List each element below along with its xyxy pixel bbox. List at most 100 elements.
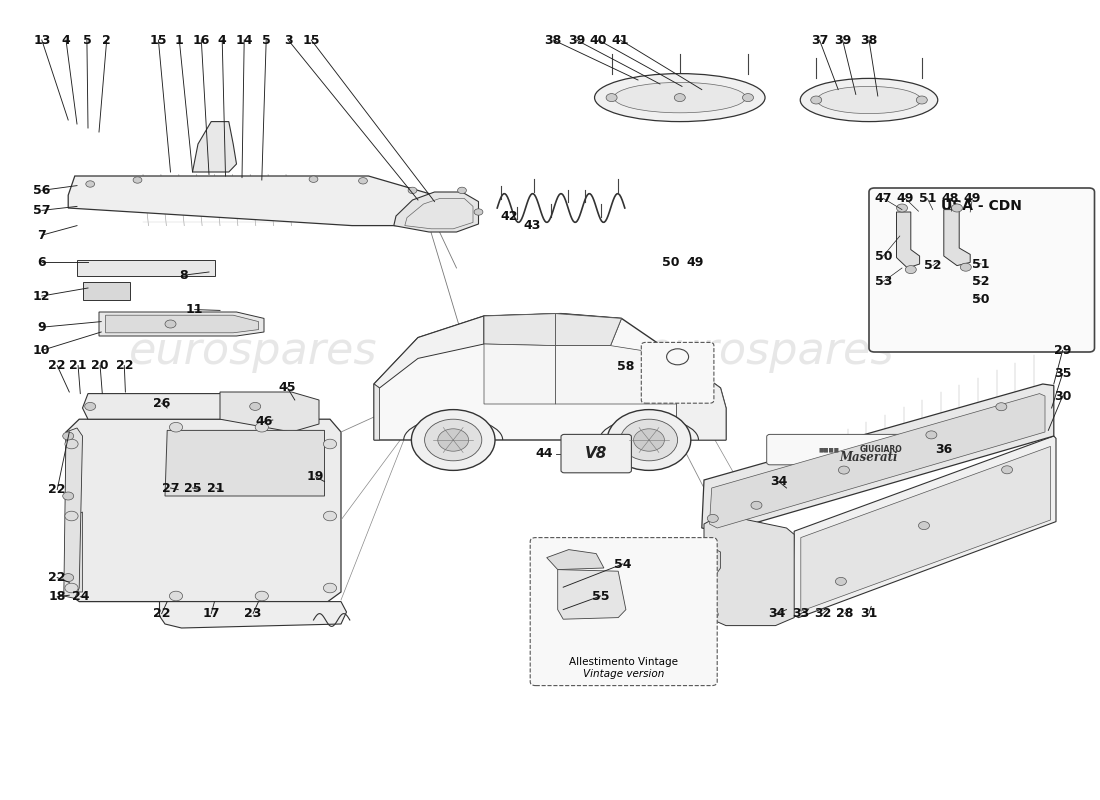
Circle shape (634, 429, 664, 451)
Text: Vintage version: Vintage version (583, 669, 664, 678)
Circle shape (835, 578, 846, 586)
Circle shape (408, 187, 417, 194)
Circle shape (169, 591, 183, 601)
Text: 12: 12 (33, 290, 51, 302)
Text: 43: 43 (524, 219, 541, 232)
Text: Allestimento Vintage: Allestimento Vintage (569, 657, 679, 666)
Polygon shape (558, 570, 626, 619)
Polygon shape (896, 212, 920, 268)
Text: 6: 6 (37, 256, 46, 269)
Text: 7: 7 (37, 229, 46, 242)
Circle shape (86, 181, 95, 187)
Text: 22: 22 (48, 483, 66, 496)
Text: 42: 42 (500, 210, 518, 222)
Text: 26: 26 (153, 397, 170, 410)
Polygon shape (556, 314, 622, 346)
Ellipse shape (816, 86, 922, 114)
Text: 4: 4 (218, 34, 227, 46)
Circle shape (63, 574, 74, 582)
Circle shape (65, 511, 78, 521)
Text: 46: 46 (255, 415, 273, 428)
Text: 50: 50 (662, 256, 680, 269)
Polygon shape (66, 419, 341, 602)
Circle shape (751, 502, 762, 510)
Text: 10: 10 (33, 344, 51, 357)
Ellipse shape (594, 74, 766, 122)
Polygon shape (484, 344, 556, 404)
Polygon shape (944, 210, 970, 266)
Text: 57: 57 (33, 204, 51, 217)
Text: 5: 5 (82, 34, 91, 46)
Text: 49: 49 (686, 256, 704, 269)
Text: 49: 49 (964, 192, 981, 205)
Text: 15: 15 (302, 34, 320, 46)
Circle shape (359, 178, 367, 184)
Polygon shape (484, 314, 622, 346)
FancyBboxPatch shape (869, 188, 1094, 352)
Polygon shape (99, 312, 264, 336)
Polygon shape (801, 446, 1050, 611)
Text: 16: 16 (192, 34, 210, 46)
Polygon shape (702, 384, 1054, 532)
Polygon shape (165, 430, 324, 496)
FancyBboxPatch shape (767, 434, 927, 465)
Text: 34: 34 (768, 607, 785, 620)
Text: 29: 29 (1054, 344, 1071, 357)
Polygon shape (374, 316, 484, 388)
Circle shape (606, 94, 617, 102)
Text: 13: 13 (33, 34, 51, 46)
Text: 18: 18 (48, 590, 66, 603)
Polygon shape (106, 315, 258, 333)
Text: 32: 32 (814, 607, 832, 620)
Circle shape (169, 422, 183, 432)
Text: 27: 27 (162, 482, 179, 494)
Text: 31: 31 (860, 607, 878, 620)
Circle shape (905, 266, 916, 274)
Polygon shape (374, 384, 379, 440)
Circle shape (474, 209, 483, 215)
Text: 55: 55 (592, 590, 609, 602)
Circle shape (742, 94, 754, 102)
Text: 21: 21 (69, 359, 87, 372)
Text: USA - CDN: USA - CDN (942, 199, 1022, 214)
Text: 36: 36 (935, 443, 953, 456)
Text: 35: 35 (1054, 367, 1071, 380)
Text: 11: 11 (186, 303, 204, 316)
Circle shape (133, 177, 142, 183)
Text: 53: 53 (874, 275, 892, 288)
Text: 58: 58 (617, 360, 635, 373)
Text: 21: 21 (207, 482, 224, 494)
Circle shape (438, 429, 469, 451)
Circle shape (255, 591, 268, 601)
Text: 37: 37 (811, 34, 828, 46)
Polygon shape (676, 356, 726, 440)
Text: 24: 24 (72, 590, 89, 603)
Ellipse shape (801, 78, 937, 122)
Polygon shape (484, 314, 556, 346)
Text: Maserati: Maserati (839, 451, 899, 464)
Polygon shape (374, 314, 726, 440)
Text: 3: 3 (284, 34, 293, 46)
Circle shape (165, 320, 176, 328)
Text: eurospares: eurospares (129, 330, 377, 374)
Polygon shape (64, 428, 82, 598)
Text: 38: 38 (544, 34, 562, 46)
Text: 56: 56 (33, 184, 51, 197)
Circle shape (811, 96, 822, 104)
Text: 41: 41 (612, 34, 629, 46)
Text: 20: 20 (91, 359, 109, 372)
Text: eurospares: eurospares (646, 330, 894, 374)
Text: 2: 2 (102, 34, 111, 46)
Text: 51: 51 (972, 258, 990, 270)
Text: 22: 22 (48, 571, 66, 584)
Text: 52: 52 (972, 275, 990, 288)
Text: 51: 51 (918, 192, 936, 205)
Text: 28: 28 (836, 607, 854, 620)
Text: 22: 22 (153, 607, 170, 620)
FancyBboxPatch shape (530, 538, 717, 686)
Text: 30: 30 (1054, 390, 1071, 402)
Circle shape (918, 522, 930, 530)
Circle shape (707, 610, 718, 618)
Text: 17: 17 (202, 607, 220, 620)
Text: V8: V8 (585, 446, 607, 461)
